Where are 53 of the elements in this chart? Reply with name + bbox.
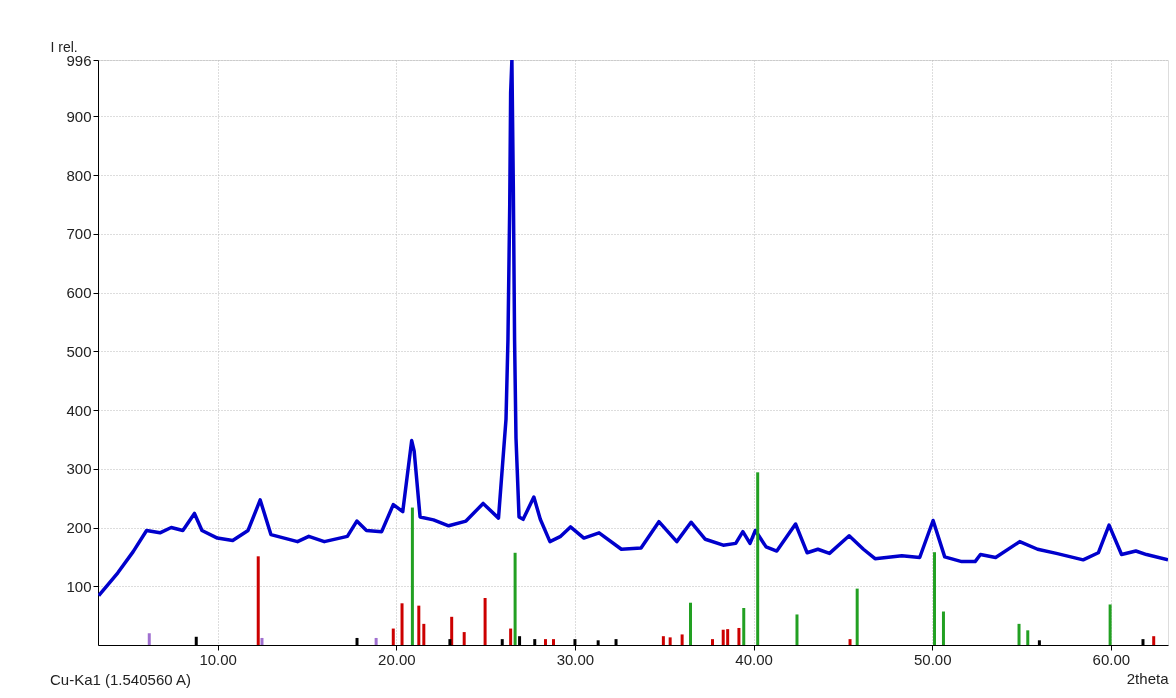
bar	[552, 639, 556, 645]
bar	[260, 637, 264, 645]
bar	[726, 629, 730, 645]
bar	[795, 614, 799, 645]
y-tick-label: 600	[66, 284, 92, 302]
bar	[933, 552, 937, 645]
bar	[737, 627, 741, 645]
bar	[513, 552, 517, 645]
y-tick-label: 800	[66, 166, 92, 184]
x-tick-label: 40.00	[735, 650, 773, 668]
bar	[848, 639, 852, 645]
bar	[855, 588, 859, 645]
y-tick-label: 200	[66, 519, 92, 537]
bar	[941, 611, 945, 645]
bar	[1108, 604, 1112, 645]
bar	[710, 639, 714, 645]
bar	[661, 636, 665, 645]
bar	[689, 602, 693, 645]
x-tick-label: 10.00	[199, 650, 237, 668]
bar	[462, 632, 466, 645]
x-axis-title: 2theta	[1126, 669, 1170, 687]
x-tick-label: 60.00	[1092, 650, 1131, 668]
bar	[680, 634, 684, 645]
bar	[1026, 630, 1030, 645]
line-series	[98, 60, 1168, 598]
bar	[391, 628, 395, 645]
y-tick-label: 700	[66, 225, 92, 243]
bar	[1152, 636, 1156, 645]
bar	[668, 637, 672, 645]
bar	[543, 639, 547, 645]
bar	[450, 616, 454, 645]
y-tick-label: 500	[66, 342, 92, 360]
y-tick-label: 300	[66, 460, 92, 478]
y-tick-label: 900	[66, 107, 92, 125]
bar	[1017, 623, 1021, 645]
x-tick-label: 20.00	[378, 650, 416, 668]
bar	[483, 598, 487, 645]
bar	[756, 472, 760, 645]
bar	[256, 556, 260, 645]
text: Cu-Ka1 (1.540560 A)	[50, 671, 191, 688]
bar	[422, 623, 426, 645]
bar	[742, 608, 746, 645]
x-tick-label: 50.00	[913, 650, 952, 668]
y-tick-label: 400	[66, 401, 92, 419]
bar	[147, 633, 151, 645]
bar	[400, 603, 404, 645]
bar	[374, 637, 378, 645]
bar	[417, 605, 421, 645]
bar	[509, 628, 513, 645]
x-tick-label: 30.00	[556, 650, 595, 668]
bar	[410, 507, 414, 645]
y-tick-label: 100	[66, 577, 92, 595]
bar	[721, 629, 725, 645]
